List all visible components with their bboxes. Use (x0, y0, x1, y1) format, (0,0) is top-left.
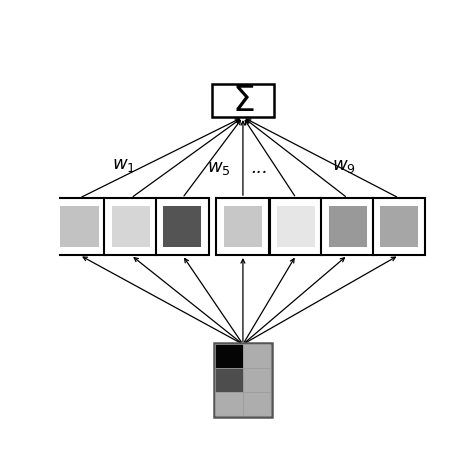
Bar (104, 198, 157, 255)
Bar (112, 206, 150, 247)
Bar (328, 206, 367, 247)
Text: $w_1$: $w_1$ (112, 155, 136, 173)
Text: $\Sigma$: $\Sigma$ (232, 84, 254, 118)
Bar (224, 206, 262, 247)
Text: $w_9$: $w_9$ (332, 157, 356, 175)
Bar (277, 206, 315, 247)
Bar (60, 206, 99, 247)
Bar (373, 198, 426, 255)
Bar (156, 198, 209, 255)
Bar (380, 206, 418, 247)
Bar (243, 344, 271, 368)
Bar (215, 344, 243, 368)
Bar (212, 84, 274, 117)
Bar (243, 392, 271, 416)
Bar (215, 368, 243, 392)
Bar (163, 206, 201, 247)
Text: ...: ... (251, 159, 268, 177)
Bar (217, 198, 269, 255)
Bar (243, 368, 271, 392)
Bar (214, 343, 272, 417)
Bar (270, 198, 323, 255)
Bar (321, 198, 374, 255)
Bar (53, 198, 106, 255)
Text: $w_5$: $w_5$ (207, 159, 231, 177)
Bar (215, 392, 243, 416)
